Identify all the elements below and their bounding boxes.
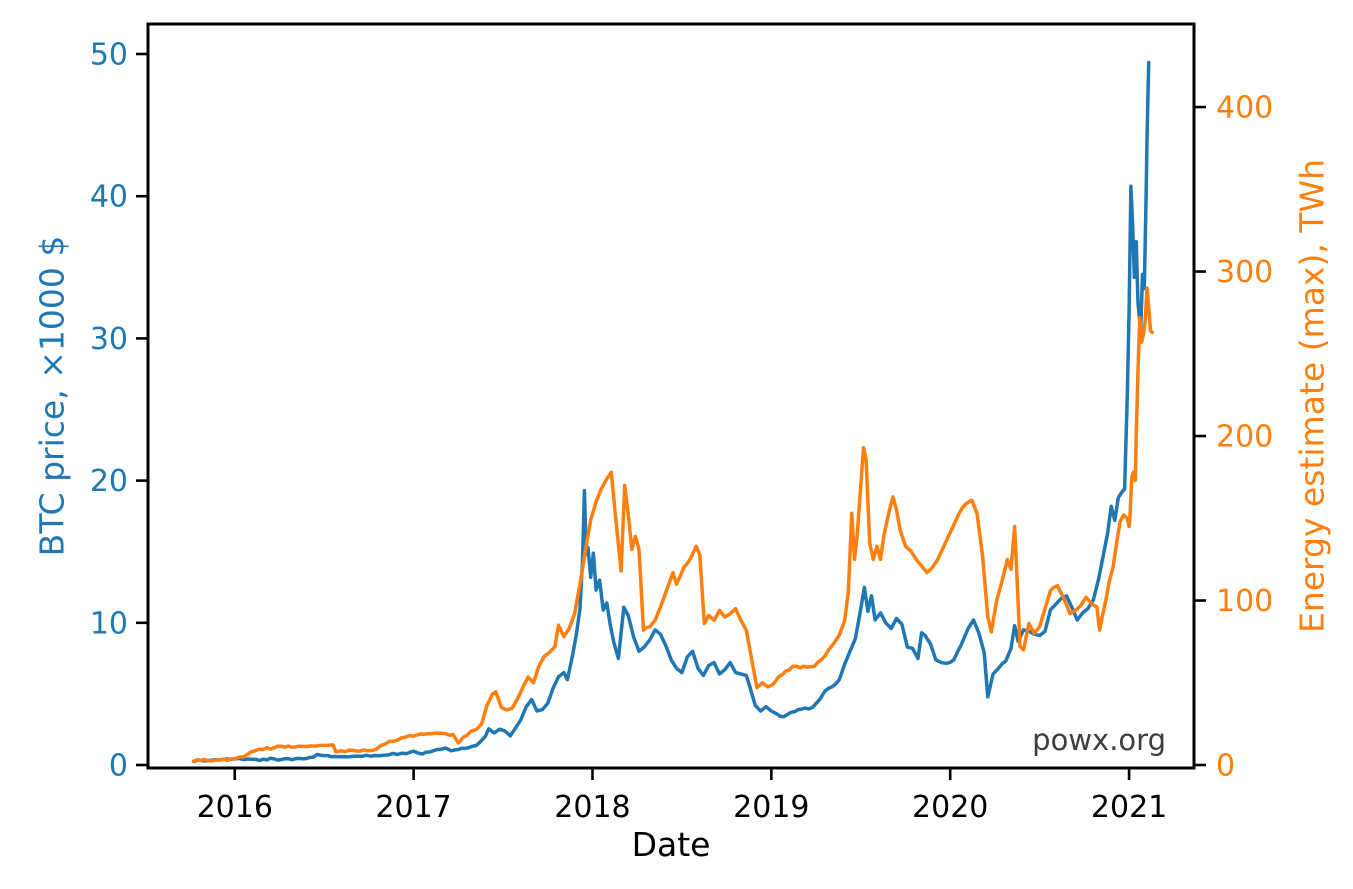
right-axis-title: Energy estimate (max), TWh xyxy=(1292,158,1332,634)
x-tick-label: 2016 xyxy=(197,790,273,825)
x-tick-label: 2017 xyxy=(375,790,451,825)
y-right-tick-label: 0 xyxy=(1216,749,1235,784)
y-right-tick-label: 400 xyxy=(1216,91,1273,126)
y-right-tick-label: 200 xyxy=(1216,420,1273,455)
x-axis-title: Date xyxy=(631,825,711,864)
left-axis-title: BTC price, ×1000 $ xyxy=(32,235,72,557)
energy-estimate-line xyxy=(191,286,1155,763)
plot-border xyxy=(146,22,1196,770)
y-right-tick-label: 300 xyxy=(1216,255,1273,290)
x-tick-label: 2021 xyxy=(1091,790,1167,825)
y-left-tick-label: 30 xyxy=(90,322,128,357)
y-left-tick-label: 20 xyxy=(90,464,128,499)
x-tick-label: 2020 xyxy=(912,790,988,825)
y-left-tick-label: 10 xyxy=(90,606,128,641)
btc-price-line xyxy=(191,60,1151,764)
x-tick-label: 2018 xyxy=(554,790,630,825)
x-tick-label: 2019 xyxy=(733,790,809,825)
y-left-tick-label: 40 xyxy=(90,180,128,215)
y-left-tick-label: 50 xyxy=(90,38,128,73)
y-left-tick-label: 0 xyxy=(109,749,128,784)
watermark-text: powx.org xyxy=(1032,723,1166,757)
y-right-tick-label: 100 xyxy=(1216,584,1273,619)
